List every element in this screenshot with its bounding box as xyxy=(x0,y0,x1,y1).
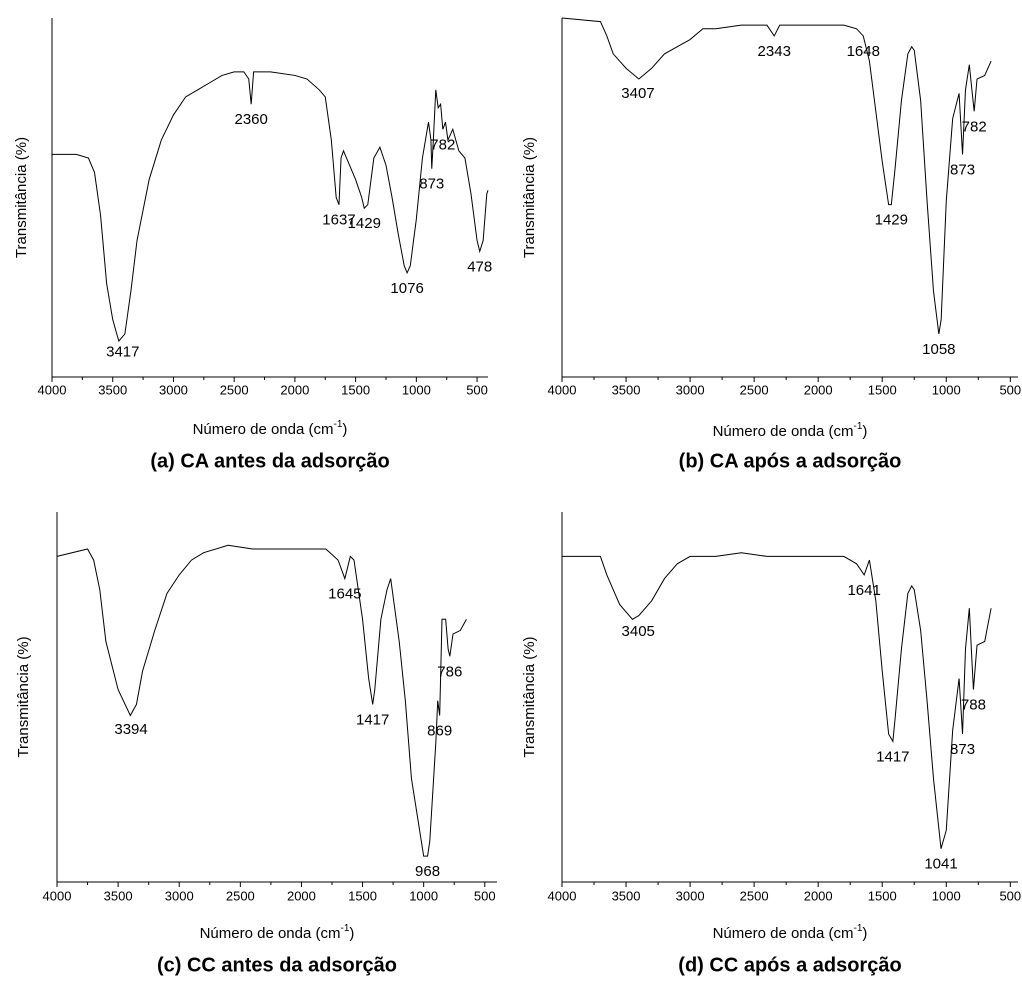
x-axis-label: Número de onda (cm-1) xyxy=(193,419,348,438)
x-tick-label: 2000 xyxy=(280,382,309,397)
x-tick-label: 1500 xyxy=(868,382,897,397)
spectrum-line xyxy=(562,552,992,849)
y-axis-label: Transmitância (%) xyxy=(521,636,538,757)
x-tick-label: 2000 xyxy=(804,382,833,397)
x-tick-label: 500 xyxy=(474,888,496,903)
spectrum-line xyxy=(52,71,489,343)
peak-label: 1429 xyxy=(875,212,908,229)
x-axis-label: Número de onda (cm-1) xyxy=(200,923,355,942)
peak-label: 1058 xyxy=(922,341,955,358)
spectrum-line xyxy=(56,544,467,857)
x-tick-label: 2000 xyxy=(287,888,316,903)
x-tick-label: 3000 xyxy=(165,888,194,903)
x-tick-label: 2000 xyxy=(804,888,833,903)
x-axis-label-text: Número de onda (cm xyxy=(200,925,341,942)
x-tick-label: 1500 xyxy=(341,382,370,397)
x-tick-label: 4000 xyxy=(43,888,72,903)
peak-label: 1645 xyxy=(328,586,361,603)
x-axis-label-text: Número de onda (cm xyxy=(713,925,854,942)
peak-label: 1041 xyxy=(924,856,957,873)
x-tick-label: 3500 xyxy=(612,888,641,903)
caption: (c) CC antes da adsorção xyxy=(157,954,397,976)
peak-label: 869 xyxy=(427,722,452,739)
peak-label: 1076 xyxy=(390,280,423,297)
x-axis-label-sup: -1 xyxy=(854,923,863,934)
x-axis-label: Número de onda (cm-1) xyxy=(713,923,868,942)
x-tick-label: 1000 xyxy=(932,888,961,903)
x-tick-label: 1500 xyxy=(868,888,897,903)
peak-label: 1637 xyxy=(322,212,355,229)
x-tick-label: 2500 xyxy=(740,888,769,903)
x-tick-label: 3500 xyxy=(104,888,133,903)
x-tick-label: 500 xyxy=(466,382,488,397)
x-axis-label-end: ) xyxy=(862,423,867,440)
x-axis-label-sup: -1 xyxy=(341,923,350,934)
peak-label: 873 xyxy=(950,161,975,178)
x-axis-label-sup: -1 xyxy=(334,419,343,430)
peak-label: 968 xyxy=(415,863,440,880)
x-tick-label: 3500 xyxy=(98,382,127,397)
peak-label: 2360 xyxy=(234,111,267,128)
x-tick-label: 2500 xyxy=(740,382,769,397)
peak-label: 782 xyxy=(962,118,987,135)
peak-label: 3394 xyxy=(114,721,147,738)
x-axis-label-end: ) xyxy=(862,925,867,942)
peak-label: 1641 xyxy=(847,582,880,599)
peak-label: 788 xyxy=(961,697,986,714)
y-axis-label: Transmitância (%) xyxy=(13,137,30,258)
x-tick-label: 3500 xyxy=(612,382,641,397)
x-tick-label: 1500 xyxy=(348,888,377,903)
x-tick-label: 3000 xyxy=(159,382,188,397)
peak-label: 1417 xyxy=(876,748,909,765)
peak-label: 3405 xyxy=(622,623,655,640)
x-axis-label: Número de onda (cm-1) xyxy=(713,421,868,440)
x-axis-label-text: Número de onda (cm xyxy=(713,423,854,440)
x-tick-label: 500 xyxy=(999,382,1021,397)
caption: (b) CA após a adsorção xyxy=(679,450,902,472)
x-axis-label-end: ) xyxy=(342,421,347,438)
peak-label: 478 xyxy=(467,258,492,275)
peak-label: 873 xyxy=(950,741,975,758)
x-tick-label: 2500 xyxy=(220,382,249,397)
x-tick-label: 3000 xyxy=(676,382,705,397)
caption: (a) CA antes da adsorção xyxy=(150,450,389,472)
x-tick-label: 1000 xyxy=(932,382,961,397)
x-tick-label: 1000 xyxy=(409,888,438,903)
caption: (d) CC após a adsorção xyxy=(678,954,901,976)
x-tick-label: 4000 xyxy=(548,888,577,903)
y-axis-label: Transmitância (%) xyxy=(15,636,32,757)
peak-label: 1417 xyxy=(356,711,389,728)
x-tick-label: 4000 xyxy=(548,382,577,397)
x-tick-label: 500 xyxy=(999,888,1021,903)
peak-label: 3407 xyxy=(621,85,654,102)
peak-label: 782 xyxy=(430,136,455,153)
peak-label: 2343 xyxy=(758,43,791,60)
peak-label: 1429 xyxy=(348,215,381,232)
x-tick-label: 3000 xyxy=(676,888,705,903)
peak-label: 786 xyxy=(437,663,462,680)
x-tick-label: 4000 xyxy=(38,382,67,397)
x-tick-label: 2500 xyxy=(226,888,255,903)
x-axis-label-end: ) xyxy=(349,925,354,942)
x-axis-label-text: Número de onda (cm xyxy=(193,421,334,438)
spectrum-line xyxy=(561,17,992,334)
x-tick-label: 1000 xyxy=(402,382,431,397)
y-axis-label: Transmitância (%) xyxy=(521,137,538,258)
peak-label: 3417 xyxy=(106,343,139,360)
x-axis-label-sup: -1 xyxy=(854,421,863,432)
peak-label: 873 xyxy=(419,176,444,193)
peak-label: 1648 xyxy=(847,43,880,60)
